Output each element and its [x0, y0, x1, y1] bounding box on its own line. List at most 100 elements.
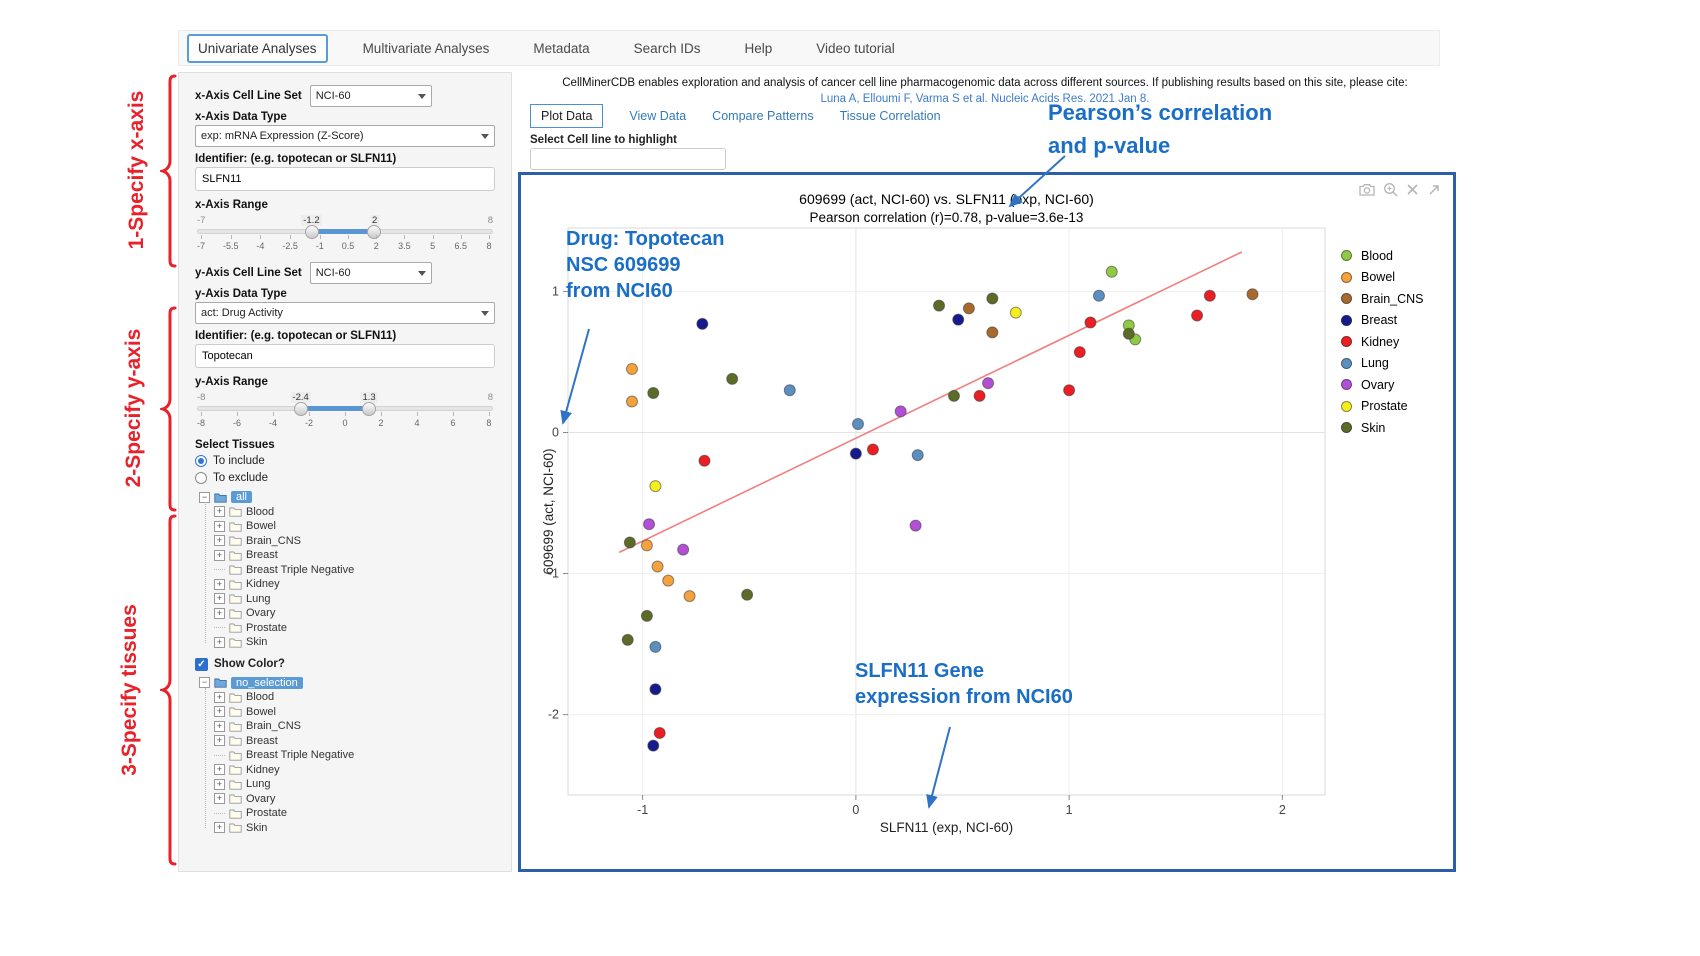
radio-unselected-icon — [195, 471, 207, 484]
tree-item-skin[interactable]: + Skin — [197, 821, 495, 836]
slider-handle-low[interactable] — [304, 225, 319, 239]
slider-tick-label: -2.5 — [282, 235, 298, 251]
y-cell-line-set-select[interactable]: NCI-60 — [309, 262, 432, 284]
y-identifier-input[interactable] — [195, 344, 495, 368]
tree-expand-icon[interactable]: + — [214, 822, 225, 834]
tree-expand-icon[interactable]: + — [214, 706, 225, 718]
tree-item-blood[interactable]: + Blood — [197, 505, 495, 520]
highlight-cell-line-input[interactable] — [530, 148, 726, 170]
slider-track[interactable] — [197, 402, 493, 416]
tree-item-kidney[interactable]: + Kidney — [197, 763, 495, 778]
x-data-type-select[interactable]: exp: mRNA Expression (Z-Score) — [195, 125, 495, 147]
tree-collapse-icon[interactable]: − — [199, 677, 210, 689]
radio-to-exclude[interactable]: To exclude — [195, 470, 495, 485]
tree-item-prostate[interactable]: Prostate — [197, 806, 495, 821]
tree-item-prostate[interactable]: Prostate — [197, 621, 495, 636]
tree-item-breast-triple-negative[interactable]: Breast Triple Negative — [197, 563, 495, 578]
tree-node-no-selection[interactable]: − no_selection — [197, 676, 495, 691]
tab-compare-patterns[interactable]: Compare Patterns — [712, 109, 814, 123]
tab-plot-data[interactable]: Plot Data — [530, 104, 604, 128]
legend-item-bowel[interactable]: Bowel — [1341, 267, 1424, 289]
legend-color-dot — [1341, 400, 1352, 412]
tree-item-brain-cns[interactable]: + Brain_CNS — [197, 719, 495, 734]
tree-item-skin[interactable]: + Skin — [197, 635, 495, 650]
slider-track[interactable] — [197, 225, 493, 239]
x-axis-range-slider[interactable]: -7 -1.2 2 8 -7 -5.5 -4 -2.5 -1 0.5 2 3.5 5 6.5 8 — [197, 213, 493, 252]
legend-item-ovary[interactable]: Ovary — [1341, 374, 1424, 396]
tab-view-data[interactable]: View Data — [629, 109, 687, 123]
camera-icon[interactable] — [1359, 183, 1375, 196]
tree-item-bowel[interactable]: + Bowel — [197, 705, 495, 720]
tree-expand-icon[interactable]: + — [214, 735, 225, 747]
legend-label: Kidney — [1361, 334, 1400, 349]
step1-annotation: 1-Specify x-axis — [125, 90, 148, 250]
tree-node-all[interactable]: − all — [197, 490, 495, 505]
legend-item-lung[interactable]: Lung — [1341, 353, 1424, 375]
legend-item-blood[interactable]: Blood — [1341, 245, 1424, 267]
nav-tab-metadata[interactable]: Metadata — [533, 40, 590, 56]
tree-item-ovary[interactable]: + Ovary — [197, 606, 495, 621]
close-icon[interactable] — [1406, 183, 1419, 196]
scatter-point-lung — [783, 384, 796, 397]
show-color-checkbox-row[interactable]: ✓ Show Color? — [195, 657, 495, 671]
slider-handle-high[interactable] — [367, 225, 382, 239]
legend-item-skin[interactable]: Skin — [1341, 417, 1424, 439]
radio-to-include[interactable]: To include — [195, 453, 495, 468]
tree-expand-icon[interactable]: + — [214, 636, 225, 648]
legend-item-kidney[interactable]: Kidney — [1341, 331, 1424, 353]
tree-item-breast-triple-negative[interactable]: Breast Triple Negative — [197, 748, 495, 763]
tree-item-lung[interactable]: + Lung — [197, 592, 495, 607]
plot-area[interactable] — [567, 227, 1326, 796]
legend-item-breast[interactable]: Breast — [1341, 310, 1424, 332]
nav-tab-multivariate-analyses[interactable]: Multivariate Analyses — [362, 40, 490, 56]
y-axis-title: 609699 (act, NCI-60) — [541, 448, 556, 574]
x-cell-line-set-select[interactable]: NCI-60 — [309, 85, 432, 107]
tree-item-lung[interactable]: + Lung — [197, 777, 495, 792]
zoom-in-icon[interactable] — [1383, 182, 1398, 197]
tree-expand-icon[interactable]: + — [214, 691, 225, 703]
legend-color-dot — [1341, 422, 1352, 434]
slider-handle-low[interactable] — [293, 402, 308, 416]
slider-selected-range — [300, 406, 369, 411]
tree-collapse-icon[interactable]: − — [199, 491, 210, 503]
tree-item-bowel[interactable]: + Bowel — [197, 519, 495, 534]
tissue-include-tree: − all + Blood + Bowel + Brain_CNS + Breast Breast … — [197, 490, 495, 650]
tab-tissue-correlation[interactable]: Tissue Correlation — [839, 109, 941, 123]
tree-item-ovary[interactable]: + Ovary — [197, 792, 495, 807]
scatter-point-skin — [621, 633, 634, 646]
y-data-type-select[interactable]: act: Drug Activity — [195, 302, 495, 324]
slider-tick-label: 3.5 — [398, 235, 411, 251]
legend-item-brain-cns[interactable]: Brain_CNS — [1341, 288, 1424, 310]
tree-expand-icon[interactable]: + — [214, 793, 225, 805]
tree-item-blood[interactable]: + Blood — [197, 690, 495, 705]
tree-expand-icon[interactable]: + — [214, 578, 225, 590]
citation-link[interactable]: Luna A, Elloumi F, Varma S et al. Nuclei… — [820, 92, 1150, 105]
slider-handle-high[interactable] — [361, 402, 376, 416]
slider-max-label: 8 — [487, 392, 493, 403]
tree-expand-icon[interactable]: + — [214, 535, 225, 547]
tree-expand-icon[interactable]: + — [214, 506, 225, 518]
nav-tab-univariate-analyses[interactable]: Univariate Analyses — [187, 33, 328, 63]
tree-item-kidney[interactable]: + Kidney — [197, 577, 495, 592]
folder-icon — [229, 551, 242, 561]
tree-item-breast[interactable]: + Breast — [197, 548, 495, 563]
x-identifier-input[interactable] — [195, 167, 495, 191]
scatter-point-ovary — [909, 519, 922, 532]
tree-expand-icon[interactable]: + — [214, 720, 225, 732]
tree-expand-icon[interactable]: + — [214, 593, 225, 605]
x-range-label: x-Axis Range — [195, 199, 268, 211]
scatter-plot[interactable]: -1 0 1 2 -2 -1 0 1 SLFN11 (exp, NCI-60) 609699 (a… — [541, 214, 1341, 842]
nav-tab-help[interactable]: Help — [744, 40, 773, 56]
nav-tab-search-ids[interactable]: Search IDs — [633, 40, 701, 56]
tree-expand-icon[interactable]: + — [214, 778, 225, 790]
nav-tab-video-tutorial[interactable]: Video tutorial — [816, 40, 895, 56]
tree-expand-icon[interactable]: + — [214, 520, 225, 532]
tree-expand-icon[interactable]: + — [214, 607, 225, 619]
tree-item-breast[interactable]: + Breast — [197, 734, 495, 749]
pan-arrow-icon[interactable] — [1427, 183, 1441, 197]
tree-item-brain-cns[interactable]: + Brain_CNS — [197, 534, 495, 549]
tree-expand-icon[interactable]: + — [214, 549, 225, 561]
tree-expand-icon[interactable]: + — [214, 764, 225, 776]
legend-item-prostate[interactable]: Prostate — [1341, 396, 1424, 418]
y-axis-range-slider[interactable]: -8 -2.4 1.3 8 -8 -6 -4 -2 0 2 4 6 8 — [197, 390, 493, 429]
